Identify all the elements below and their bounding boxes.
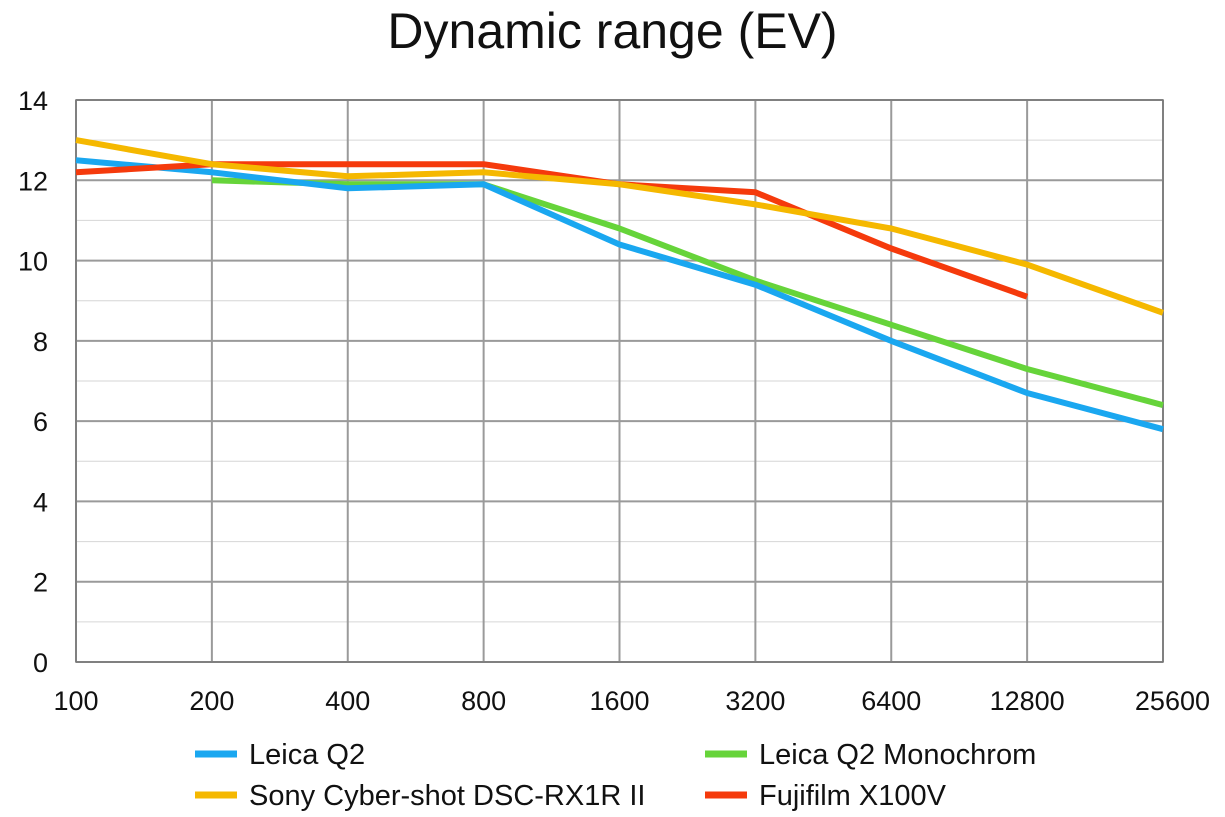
x-tick-label: 200: [189, 686, 234, 716]
legend-label: Fujifilm X100V: [759, 780, 947, 812]
y-tick-label: 8: [33, 327, 48, 357]
legend-label: Leica Q2 Monochrom: [759, 739, 1036, 771]
x-tick-label: 3200: [725, 686, 785, 716]
series-lines: [75, 137, 1165, 433]
legend: Leica Q2 Leica Q2 Monochrom Sony Cyber-sho…: [195, 739, 1036, 812]
y-tick-label: 2: [33, 568, 48, 598]
grid: [75, 99, 1164, 663]
x-tick-label: 12800: [990, 686, 1065, 716]
series-line: [211, 177, 1164, 408]
legend-label: Leica Q2: [249, 739, 365, 771]
x-tick-label: 100: [53, 686, 98, 716]
y-tick-label: 12: [18, 166, 48, 196]
legend-label: Sony Cyber-shot DSC-RX1R II: [249, 780, 645, 812]
x-tick-label: 400: [325, 686, 370, 716]
series-line: [75, 161, 1029, 300]
axes: 0 2 4 6 8 10 12 14 100 200 400 800 1600 3200 6400 12800…: [18, 86, 1210, 716]
y-tick-label: 14: [18, 86, 48, 116]
x-tick-label: 1600: [589, 686, 649, 716]
plot-frame: [75, 99, 1164, 663]
y-tick-label: 0: [33, 648, 48, 678]
x-tick-label: 6400: [861, 686, 921, 716]
series-line: [75, 137, 1165, 316]
x-tick-label: 25600: [1135, 686, 1210, 716]
chart-title: Dynamic range (EV): [387, 3, 838, 59]
y-tick-label: 6: [33, 407, 48, 437]
y-tick-label: 4: [33, 487, 48, 517]
series-line: [75, 157, 1164, 433]
y-tick-label: 10: [18, 247, 48, 277]
x-tick-label: 800: [461, 686, 506, 716]
